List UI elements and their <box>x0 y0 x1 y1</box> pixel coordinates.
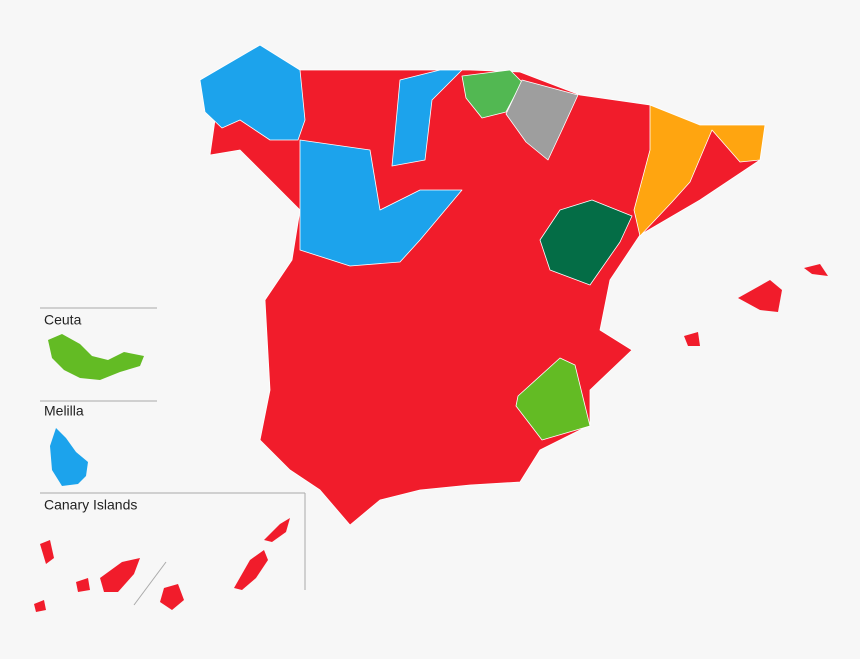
inset-label: Ceuta <box>44 312 82 328</box>
island <box>100 558 140 592</box>
region <box>461 69 523 119</box>
island <box>34 600 46 612</box>
melilla <box>50 428 88 486</box>
region <box>299 139 463 267</box>
region <box>515 357 591 441</box>
region <box>539 199 633 286</box>
island <box>804 264 828 276</box>
island <box>76 578 90 592</box>
balearic-islands <box>684 264 828 346</box>
region <box>505 79 579 161</box>
region <box>199 44 306 141</box>
island <box>40 540 54 564</box>
inset-divider <box>133 561 167 606</box>
region <box>633 104 766 237</box>
canary-islands <box>34 518 290 612</box>
ceuta <box>48 334 144 380</box>
island <box>684 332 700 346</box>
inset-label: Melilla <box>44 403 84 419</box>
island <box>264 518 290 542</box>
island <box>234 550 268 590</box>
inset-label: Canary Islands <box>44 497 137 513</box>
island <box>160 584 184 610</box>
peninsula <box>199 44 766 526</box>
island <box>738 280 782 312</box>
region <box>391 69 463 167</box>
